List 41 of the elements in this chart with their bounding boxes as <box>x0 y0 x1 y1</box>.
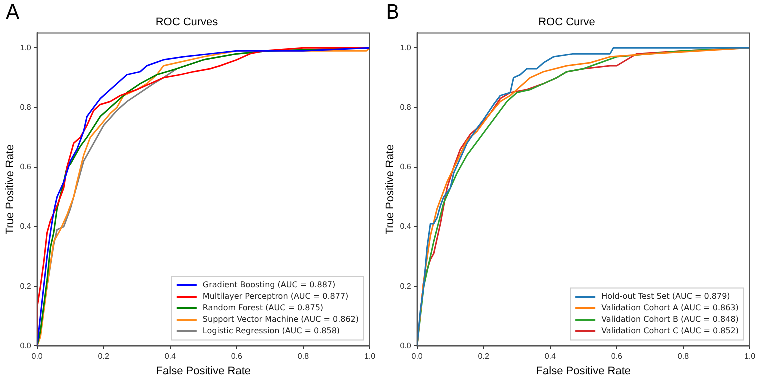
y-tick-label: 0.8 <box>20 102 32 112</box>
legend-label: Gradient Boosting (AUC = 0.887) <box>202 280 336 290</box>
text: B <box>386 0 400 24</box>
y-tick-label: 1.0 <box>400 43 412 52</box>
x-tick-label: 1.0 <box>364 352 376 362</box>
x-tick-label: 0.2 <box>98 352 110 362</box>
x-tick-label: 0.0 <box>412 352 424 362</box>
x-tick-label: 0.6 <box>231 352 244 362</box>
y-axis-title: True Positive Rate <box>384 144 397 235</box>
y-axis-title: True Positive Rate <box>4 144 17 235</box>
legend-label: Multilayer Perceptron (AUC = 0.877) <box>202 292 349 302</box>
legend-label: Validation Cohort A (AUC = 0.863) <box>602 304 739 313</box>
chart-title: ROC Curves <box>156 16 219 29</box>
legend-label: Random Forest (AUC = 0.875) <box>202 304 324 313</box>
legend-label: Validation Cohort C (AUC = 0.852) <box>602 326 739 336</box>
x-tick-label: 0.4 <box>544 352 556 362</box>
y-tick-label: 0.4 <box>400 222 412 232</box>
y-tick-label: 0.0 <box>20 341 32 350</box>
y-tick-label: 0.8 <box>400 102 412 112</box>
y-tick-label: 0.2 <box>20 282 32 291</box>
y-tick-label: 0.6 <box>400 162 412 172</box>
x-axis-title: False Positive Rate <box>156 365 252 378</box>
text: A <box>6 0 20 24</box>
x-tick-label: 0.4 <box>164 352 176 362</box>
legend-label: Logistic Regression (AUC = 0.858) <box>202 326 340 336</box>
legend-label: Hold-out Test Set (AUC = 0.879) <box>602 292 730 302</box>
x-tick-label: 1.0 <box>744 352 756 362</box>
y-tick-label: 0.2 <box>400 282 412 291</box>
y-tick-label: 0.6 <box>20 162 32 172</box>
y-tick-label: 1.0 <box>20 43 32 52</box>
x-tick-label: 0.0 <box>32 352 44 362</box>
legend-label: Support Vector Machine (AUC = 0.862) <box>202 315 360 324</box>
x-tick-label: 0.8 <box>678 352 690 362</box>
x-tick-label: 0.2 <box>478 352 490 362</box>
x-tick-label: 0.8 <box>298 352 310 362</box>
x-tick-label: 0.6 <box>611 352 624 362</box>
y-tick-label: 0.4 <box>20 222 32 232</box>
legend-label: Validation Cohort B (AUC = 0.848) <box>602 315 739 324</box>
x-axis-title: False Positive Rate <box>536 365 632 378</box>
y-tick-label: 0.0 <box>400 341 412 350</box>
chart-title: ROC Curve <box>538 16 596 29</box>
